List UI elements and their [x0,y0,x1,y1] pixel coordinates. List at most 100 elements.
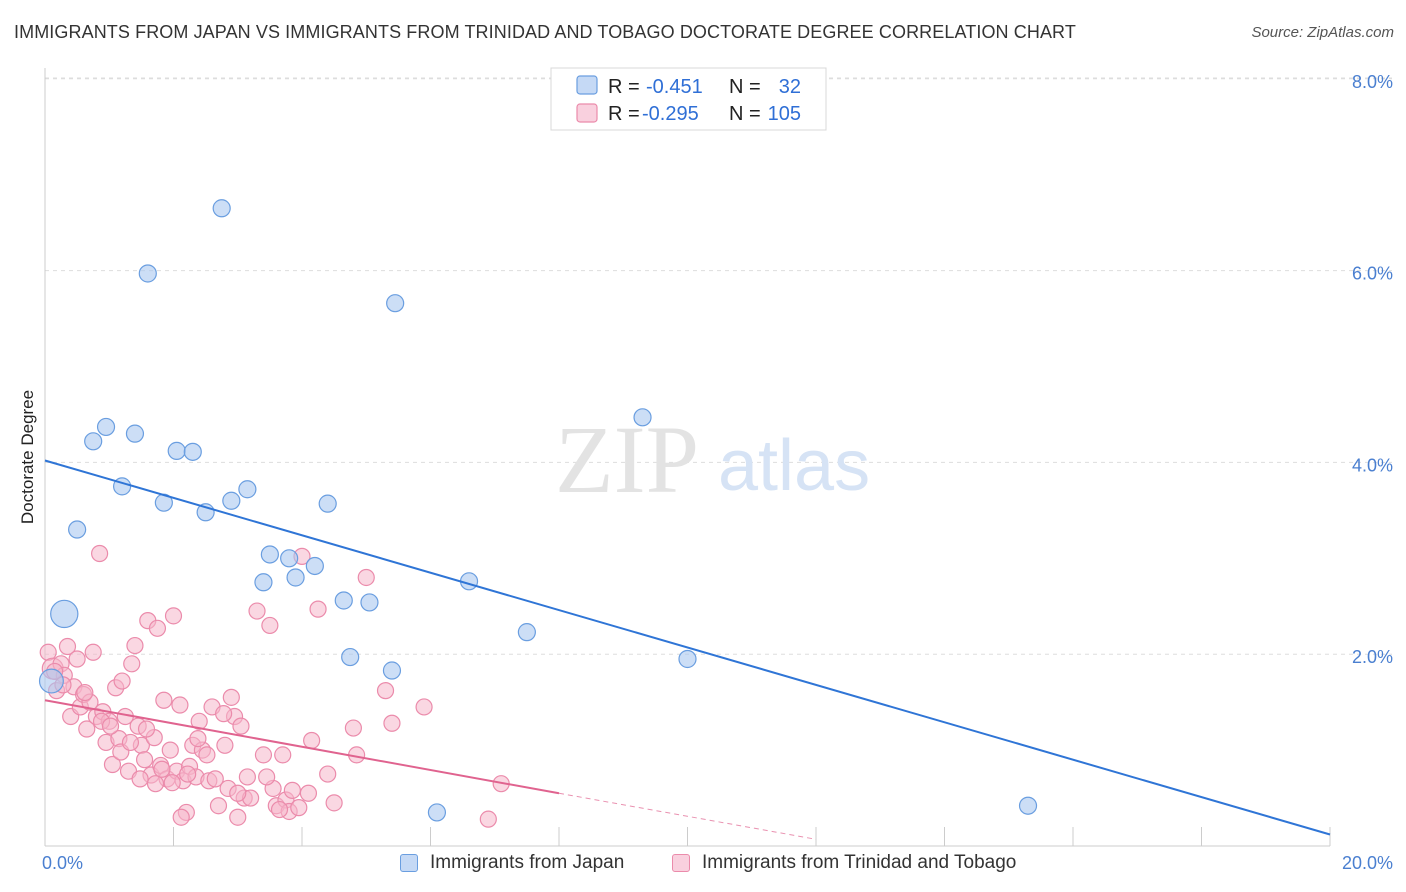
tt-point [131,770,149,788]
tt-point [103,755,122,774]
japan-point [334,591,353,610]
japan-point [280,549,299,568]
legend-japan-label: Immigrants from Japan [430,852,625,873]
y-tick-label: 2.0% [1352,647,1393,667]
legend-tt-r-value: -0.295 [642,103,699,125]
tt-point [58,637,77,656]
watermark: ZIP atlas [555,406,870,513]
tt-point [309,600,327,618]
legend-tt-r-label: R = [608,103,640,125]
tt-point [254,746,273,764]
japan-point [427,803,447,822]
tt-point [215,705,233,723]
tt-trend-line [44,699,560,795]
tt-point [344,719,362,737]
tt-point [479,810,497,828]
tt-point [172,808,190,826]
japan-point [38,668,64,694]
tt-point [258,768,276,786]
legend-tt-label: Immigrants from Trinidad and Tobago [702,852,1017,873]
legend-japan-n-label: N = [729,76,761,98]
source-credit: Source: ZipAtlas.com [1251,24,1394,41]
tt-point [376,682,395,700]
trend-lines [44,459,1331,840]
watermark-atlas: atlas [718,426,870,506]
tt-point [248,602,266,620]
tt-point [283,781,301,799]
watermark-zip: ZIP [555,406,699,513]
tt-point [101,717,120,735]
tt-point [126,636,144,655]
y-tick-label: 4.0% [1352,455,1393,475]
legend-tt-n-value: 105 [768,103,801,125]
tt-point [161,741,179,759]
japan-point [254,573,273,592]
legend-item-tt[interactable]: Immigrants from Trinidad and Tobago [672,852,1016,874]
japan-point [167,441,186,460]
japan-point [222,491,241,510]
japan-point [678,649,697,669]
japan-point [84,432,103,451]
tt-point [91,544,109,563]
tt-point [171,696,189,714]
y-axis-label: Doctorate Degree [18,390,37,524]
legend-japan-r-label: R = [608,76,640,98]
tt-point [232,717,250,735]
japan-point [633,408,652,427]
tt-trend-extension [558,792,817,840]
tt-point [190,712,208,730]
legend-tt-n-label: N = [729,103,761,125]
y-tick-label: 6.0% [1352,264,1393,284]
tt-point [274,746,292,764]
tt-point [84,643,102,661]
tt-point [123,655,141,673]
japan-point [212,199,231,218]
tt-point [121,733,140,752]
tt-point [78,720,96,738]
tt-point [209,797,228,815]
legend-japan-r-value: -0.451 [646,76,703,98]
japan-point [341,647,360,667]
tt-point [229,808,247,826]
tt-point [198,746,216,764]
japan-point [386,294,405,313]
grid-layer [45,77,1392,655]
tt-point [189,729,207,748]
tt-point [229,784,247,802]
japan-point [305,556,324,576]
tt-point [137,720,156,738]
legend-japan-n-value: 32 [779,76,801,98]
legend-item-japan[interactable]: Immigrants from Japan [400,852,624,874]
tt-point [113,672,131,690]
tt-point [216,736,234,754]
tt-point [261,616,279,635]
tt-point [179,765,197,783]
tt-point [222,688,240,706]
japan-point [125,424,145,443]
tt-point [164,607,183,625]
japan-point [68,520,87,539]
japan-points [38,199,1038,822]
japan-point [517,623,536,642]
stats-legend: R = -0.451 N = 32 R = -0.295 N = 105 [550,67,827,131]
tt-point [148,619,167,637]
tt-point [68,650,86,668]
tt-point [155,691,173,709]
japan-point [238,480,257,499]
tt-point [299,784,318,802]
japan-point [318,494,337,513]
tt-point [325,794,343,812]
tt-point [290,799,308,817]
tt-point [76,683,94,702]
japan-point [1018,796,1038,815]
legend-japan-marker [400,854,418,872]
japan-trend-line [44,459,1331,836]
tt-points [39,544,510,828]
japan-point [286,568,305,587]
tt-point [357,568,375,587]
japan-point [360,593,379,612]
japan-point [50,599,79,629]
japan-point [183,442,202,461]
tt-point [415,698,433,716]
